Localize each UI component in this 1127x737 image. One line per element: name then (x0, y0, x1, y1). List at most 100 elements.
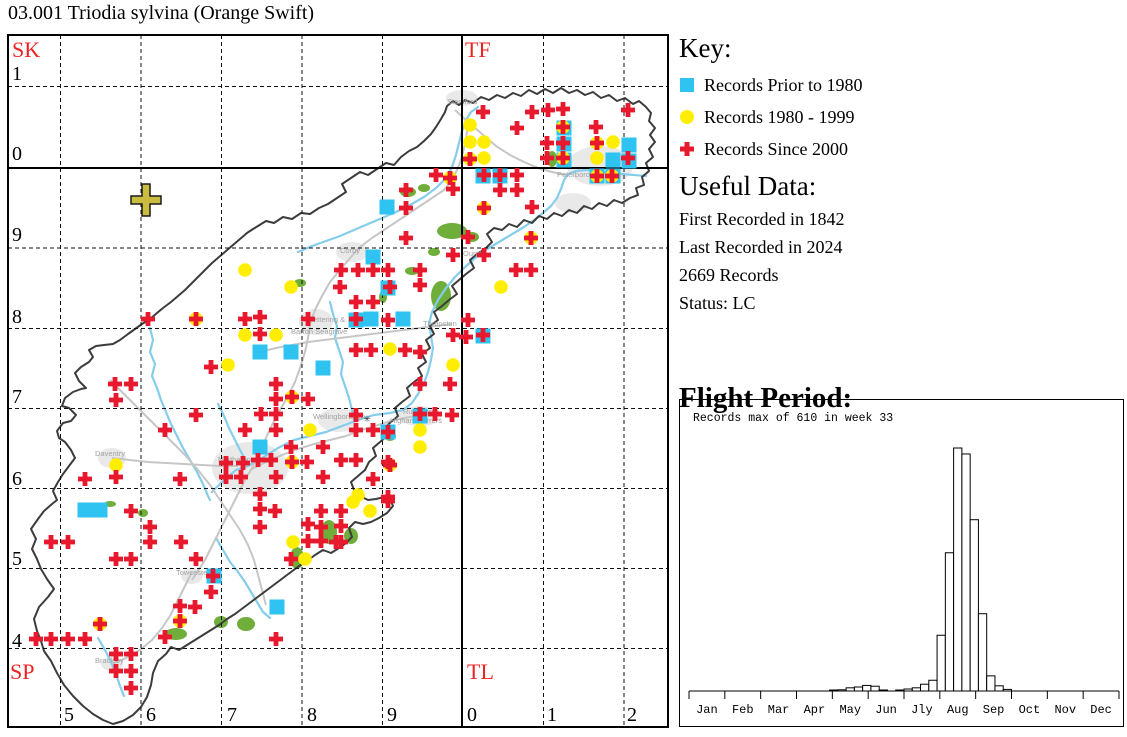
marker-cross-since2000 (314, 520, 328, 534)
town-blob (555, 193, 591, 213)
marker-circle-1980-1999 (221, 358, 235, 372)
town-label: Northampton (218, 455, 261, 464)
marker-cross-since2000 (398, 343, 412, 357)
marker-circle-1980-1999 (383, 342, 397, 356)
grid-row-label: 6 (12, 468, 22, 490)
marker-cross-since2000 (284, 552, 298, 566)
marker-cross-since2000 (445, 408, 459, 422)
marker-cross-since2000 (477, 201, 491, 215)
grid-square-label-tf: TF (465, 37, 491, 62)
marker-cross-since2000 (253, 487, 267, 501)
woodland-patch (428, 248, 440, 256)
grid-col-label: 2 (627, 704, 637, 726)
marker-cross-since2000 (189, 312, 203, 326)
town-label: Towcester (176, 568, 210, 577)
distribution-map: StamfordPeterboroughCorbyKettering &Bart… (7, 34, 669, 728)
marker-cross-since2000 (124, 664, 138, 678)
marker-cross-since2000 (413, 263, 427, 277)
marker-cross-since2000 (285, 390, 299, 404)
marker-cross-since2000 (301, 517, 315, 531)
key-label: Records Prior to 1980 (704, 74, 863, 95)
flight-bar-week-38 (994, 685, 1004, 692)
marker-cross-since2000 (204, 585, 218, 599)
marker-square-pre1980 (283, 344, 299, 360)
marker-cross-since2000 (556, 120, 570, 134)
marker-cross-since2000 (476, 328, 490, 342)
marker-circle-1980-1999 (477, 151, 491, 165)
flight-period-chart-svg: Records max of 610 in week 33 Jan Feb Mar Ap… (688, 412, 1120, 717)
marker-circle-1980-1999 (346, 495, 360, 509)
marker-cross-since2000 (493, 183, 507, 197)
marker-cross-since2000 (188, 600, 202, 614)
marker-cross-since2000 (589, 120, 603, 134)
marker-cross-since2000 (316, 440, 330, 454)
marker-cross-since2000 (349, 453, 363, 467)
marker-cross-since2000 (477, 248, 491, 262)
month-label-jly: Jly (911, 703, 933, 717)
marker-square-pre1980 (365, 249, 381, 265)
marker-cross-since2000 (141, 312, 155, 326)
blue-square-icon (679, 77, 695, 93)
marker-cross-since2000 (366, 423, 380, 437)
marker-cross-since2000 (44, 632, 58, 646)
marker-cross-since2000 (109, 647, 123, 661)
marker-cross-since2000 (124, 647, 138, 661)
town-label: Wellingborough (313, 412, 365, 421)
marker-square-pre1980 (252, 344, 268, 360)
marker-cross-since2000 (443, 377, 457, 391)
marker-cross-since2000 (541, 103, 555, 117)
marker-cross-since2000 (124, 552, 138, 566)
marker-cross-since2000 (314, 534, 328, 548)
marker-cross-since2000 (124, 504, 138, 518)
marker-circle-1980-1999 (606, 135, 620, 149)
marker-cross-since2000 (621, 103, 635, 117)
marker-square-pre1980 (315, 360, 331, 376)
grid-square-label-tl: TL (467, 659, 494, 684)
grid-row-label: 8 (12, 306, 22, 328)
marker-cross-since2000 (143, 535, 157, 549)
marker-cross-since2000 (399, 231, 413, 245)
marker-cross-since2000 (476, 105, 490, 119)
grid-col-label: 8 (307, 704, 317, 726)
county-boundary (30, 87, 656, 725)
marker-cross-since2000 (143, 520, 157, 534)
marker-cross-since2000 (381, 263, 395, 277)
river (328, 300, 356, 422)
weekly-bars (829, 447, 1013, 692)
marker-square-pre1980 (252, 439, 268, 455)
marker-cross-since2000 (351, 263, 365, 277)
marker-cross-since2000 (301, 534, 315, 548)
grid-row-label: 7 (12, 386, 22, 408)
marker-cross-since2000 (234, 470, 248, 484)
marker-circle-1980-1999 (284, 280, 298, 294)
first-recorded-line: First Recorded in 1842 (679, 209, 845, 229)
flight-bar-week-32 (944, 552, 955, 692)
grid-row-label: 5 (12, 548, 22, 570)
marker-cross-since2000 (399, 183, 413, 197)
marker-cross-since2000 (510, 168, 524, 182)
marker-cross-since2000 (446, 182, 460, 196)
marker-cross-since2000 (525, 200, 539, 214)
woodland-patch (418, 184, 430, 192)
key-label: Records 1980 - 1999 (704, 106, 855, 127)
marker-cross-since2000 (349, 423, 363, 437)
town-label: Corby (340, 246, 360, 255)
marker-circle-1980-1999 (109, 458, 123, 472)
town-label: Peterborough (557, 170, 602, 179)
flight-bar-week-31 (936, 634, 946, 692)
marker-cross-since2000 (333, 280, 347, 294)
marker-circle-1980-1999 (238, 328, 252, 342)
marker-cross-since2000 (253, 502, 267, 516)
flight-bar-week-37 (986, 675, 996, 692)
river (216, 402, 250, 466)
month-label-apr: Apr (804, 703, 826, 717)
last-recorded-line: Last Recorded in 2024 (679, 237, 843, 257)
marker-cross-since2000 (621, 151, 635, 165)
marker-cross-since2000 (206, 569, 220, 583)
marker-square-pre1980 (379, 199, 395, 215)
marker-circle-1980-1999 (286, 535, 300, 549)
grid-row-label: 4 (12, 630, 22, 652)
marker-cross-since2000 (399, 201, 413, 215)
marker-cross-since2000 (108, 377, 122, 391)
grid-col-label: 5 (64, 704, 74, 726)
